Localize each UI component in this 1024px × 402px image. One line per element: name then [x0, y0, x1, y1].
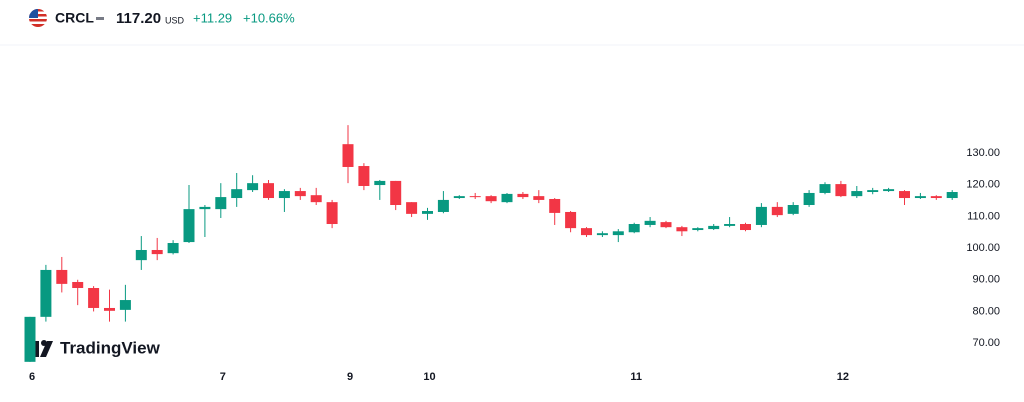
- x-tick-label: 10: [423, 371, 435, 383]
- candle-body: [644, 220, 656, 225]
- y-tick-label: 90.00: [972, 274, 1000, 286]
- candle-body: [883, 189, 895, 192]
- candle-body: [342, 144, 354, 167]
- candle-body: [247, 183, 259, 191]
- candle-body: [612, 231, 624, 236]
- candle-body: [501, 193, 513, 203]
- candle-body: [326, 202, 338, 225]
- x-tick-label: 6: [29, 371, 35, 383]
- candle-body: [135, 249, 147, 261]
- price: 117.20: [116, 10, 161, 27]
- candle-body: [581, 228, 592, 236]
- candle-body: [676, 227, 688, 232]
- candle-body: [278, 191, 290, 199]
- candle-body: [199, 206, 211, 210]
- change-pct: +10.66%: [243, 10, 295, 25]
- flag-icon: [29, 9, 47, 27]
- candle-body: [835, 184, 847, 197]
- candle-body: [485, 196, 497, 202]
- candle-body: [692, 228, 704, 231]
- candle-body: [151, 249, 163, 255]
- candle-body: [310, 195, 322, 203]
- candle-body: [787, 205, 799, 214]
- y-tick-label: 70.00: [972, 337, 1000, 349]
- y-tick-label: 130.00: [966, 147, 1000, 159]
- candle-body: [56, 269, 68, 284]
- candle-body: [263, 183, 274, 199]
- candle-body: [183, 209, 195, 243]
- candle-body: [708, 225, 720, 230]
- x-tick-label: 7: [220, 371, 226, 383]
- candle-body: [40, 269, 52, 317]
- candle-body: [819, 184, 831, 193]
- x-tick-label: 12: [837, 371, 849, 383]
- candle-body: [549, 198, 561, 213]
- currency: USD: [165, 15, 185, 25]
- candle-body: [406, 202, 418, 214]
- candle-body: [914, 196, 926, 199]
- candle-body: [740, 224, 751, 231]
- change: +11.29: [193, 10, 232, 25]
- candle-body: [533, 196, 545, 200]
- candle-body: [596, 233, 608, 236]
- separator: [96, 17, 104, 20]
- candle-body: [628, 224, 640, 233]
- candle-body: [390, 180, 402, 205]
- candle-body: [294, 191, 306, 197]
- y-tick-label: 80.00: [972, 305, 1000, 317]
- candle-body: [437, 199, 449, 212]
- candle-body: [358, 166, 370, 186]
- candle-body: [930, 196, 942, 199]
- candle-body: [469, 196, 481, 198]
- candle-body: [517, 193, 529, 198]
- candle-body: [899, 191, 910, 199]
- candle-body: [422, 211, 433, 214]
- candle-body: [453, 196, 465, 199]
- candle-body: [565, 211, 577, 229]
- candle-body: [215, 197, 227, 210]
- y-tick-label: 100.00: [966, 242, 1000, 254]
- candle-body: [88, 288, 100, 308]
- candle-body: [119, 300, 131, 310]
- x-tick-label: 11: [630, 371, 642, 383]
- candle-body: [374, 180, 386, 186]
- candle-body: [104, 307, 115, 311]
- symbol: CRCL: [55, 10, 94, 26]
- candle-body: [867, 190, 879, 193]
- candle-body: [24, 316, 36, 362]
- candle-body: [660, 222, 672, 228]
- x-tick-label: 9: [347, 371, 353, 383]
- logo-text: TradingView: [60, 338, 161, 357]
- candle-body: [72, 281, 84, 289]
- candle-body: [771, 206, 783, 216]
- candle-body: [724, 224, 736, 226]
- candle-body: [167, 243, 179, 254]
- candle-body: [946, 192, 958, 199]
- candle-body: [755, 206, 767, 225]
- candle-body: [231, 189, 243, 199]
- candle-body: [803, 192, 815, 205]
- y-tick-label: 110.00: [967, 210, 1000, 222]
- y-tick-label: 120.00: [966, 179, 1000, 191]
- candle-body: [851, 191, 863, 197]
